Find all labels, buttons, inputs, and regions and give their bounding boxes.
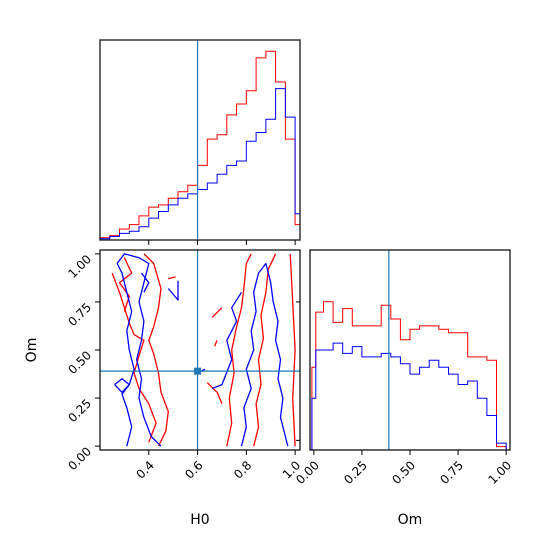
red-contour-line <box>211 307 223 318</box>
blue-contour-line <box>140 272 150 293</box>
om-y-tick-label: 0.75 <box>65 300 94 329</box>
y-axis-label-om: Om <box>24 338 40 363</box>
om-tick-label: 0.75 <box>437 458 466 487</box>
h0-hist-frame <box>99 39 301 241</box>
blue-contours <box>114 253 289 447</box>
red-contour-line <box>226 253 252 447</box>
red-contour-line <box>143 253 169 447</box>
h0-histogram-panel <box>99 39 301 245</box>
red-contour-line <box>289 253 296 447</box>
om-y-tick-label: 1.00 <box>65 252 94 281</box>
h0-hist-red-series <box>99 50 301 240</box>
om-tick-label: 0.25 <box>341 458 370 487</box>
om-hist-red-series <box>311 301 507 450</box>
red-contour-line <box>111 272 157 443</box>
x-axis-label-h0: H0 <box>190 512 209 528</box>
blue-contour-line <box>114 378 130 393</box>
red-contour-line <box>253 253 277 447</box>
red-contours <box>111 253 296 447</box>
blue-contour-line <box>167 280 179 301</box>
h0-tick-label: 0.6 <box>182 458 205 481</box>
om-histogram-panel: 0.00 0.25 0.50 0.75 1.00 <box>293 249 514 487</box>
om-tick-label: 0.50 <box>389 458 418 487</box>
red-contour-line <box>206 382 223 405</box>
h0-tick-label: 0.4 <box>134 458 157 481</box>
h0-tick-label: 0.8 <box>231 458 254 481</box>
om-hist-blue-series <box>311 342 507 450</box>
contour-group <box>111 253 296 447</box>
h0-hist-blue-series <box>99 88 301 240</box>
om-hist-frame <box>309 249 511 451</box>
blue-contour-line <box>116 253 162 447</box>
om-y-tick-label: 0.25 <box>65 396 94 425</box>
red-contour-line <box>168 276 176 280</box>
om-y-tick-label: 0.50 <box>65 348 94 377</box>
red-contour-line <box>214 340 218 347</box>
blue-contour-line <box>240 262 289 447</box>
truth-marker <box>194 367 202 375</box>
blue-contour-line <box>211 291 243 390</box>
x-axis-label-om: Om <box>398 512 423 528</box>
om-tick-label: 1.00 <box>485 458 514 487</box>
om-y-tick-label: 0.00 <box>65 444 94 473</box>
h0-om-contour-panel: 0.4 0.6 0.8 1.00.000.250.500.751.00 <box>65 249 303 482</box>
red-contour-line <box>118 257 133 312</box>
blue-contour-line <box>116 263 135 447</box>
